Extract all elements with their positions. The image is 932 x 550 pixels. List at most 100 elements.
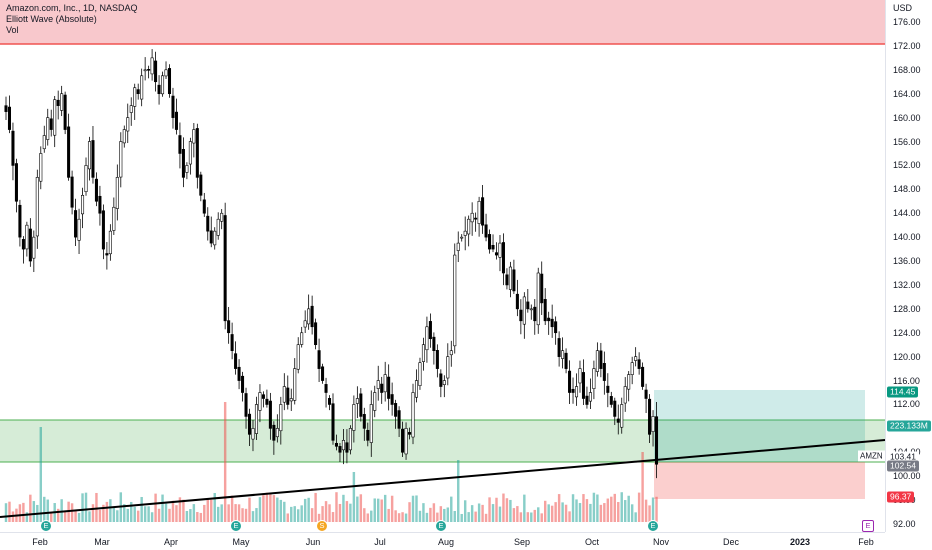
legend-symbol[interactable]: Amazon.com, Inc., 1D, NASDAQ [6,3,138,13]
candle [216,218,220,236]
volume-bar [648,505,651,522]
price-tick: 156.00 [893,136,921,147]
volume-bar [178,497,182,522]
candle [627,374,631,390]
volume-bar [589,503,592,522]
volume-bar [610,496,613,522]
candle [526,301,530,310]
candle [568,370,572,393]
candle [251,428,255,440]
future-earnings-event-icon[interactable]: E [862,520,874,532]
candle [63,94,67,130]
legend-indicator[interactable]: Elliott Wave (Absolute) [6,14,97,24]
candle [414,380,419,398]
candle [105,253,109,256]
price-tick: 172.00 [893,40,921,51]
volume-bar [596,494,599,522]
candle [637,359,641,369]
volume-bar [349,503,352,522]
volume-bar [310,508,314,522]
volume-bar [477,503,481,522]
volume-bar [509,499,512,522]
target-price-label: 114.45 [887,386,919,398]
candle [470,212,474,223]
time-axis[interactable]: Feb Mar Apr May Jun Jul Aug Sep Oct Nov Dec 2023 Feb [0,532,885,550]
legend-volume[interactable]: Vol [6,25,19,35]
last-price-label-2: 102.54 [887,460,919,472]
volume-bar [491,504,495,522]
volume-bar [244,508,248,522]
candle [474,217,478,220]
volume-bar [585,499,589,522]
volume-bar [307,497,310,522]
earnings-event-icon[interactable]: E [435,520,447,532]
volume-bar [248,497,251,522]
volume-bar [637,492,641,522]
price-tick: 124.00 [893,327,921,338]
volume-bar [411,495,415,522]
candle [574,386,579,398]
volume-bar [84,492,88,522]
volume-bar [627,495,630,522]
price-axis[interactable]: USD 176.00 172.00 168.00 164.00 160.00 156.00… [885,0,932,532]
volume-bar [237,504,241,522]
volume-bar [345,501,349,522]
candle [147,69,151,71]
candle [67,126,71,178]
volume-bar [88,511,91,522]
candle [387,376,391,399]
candle [599,350,603,369]
volume-bar [429,507,432,522]
volume-bar [324,501,328,522]
volume-bar [164,503,168,522]
time-tick: May [232,537,250,547]
volume-bar [123,504,126,522]
volume-bar [383,494,387,522]
candle [557,338,561,357]
candle [505,274,509,286]
volume-bar [136,510,140,522]
volume-bar [203,504,206,522]
volume-bar [651,497,655,522]
earnings-event-icon[interactable]: E [40,520,52,532]
candle [81,195,85,215]
price-chart[interactable] [0,0,886,532]
candle [519,309,523,322]
split-event-icon[interactable]: S [316,520,328,532]
candle [501,242,505,274]
price-tick: 92.00 [893,519,916,529]
candle [442,380,446,385]
candle [42,135,46,150]
time-tick: Oct [584,537,600,547]
time-tick: 2023 [789,537,811,547]
volume-bar [303,498,307,522]
volume-bar [592,492,596,522]
volume-bar [599,504,603,522]
volume-bar [8,501,11,522]
price-tick: 112.00 [893,399,920,410]
time-tick: Jun [305,537,321,547]
candle [18,204,22,238]
volume-bar [373,498,376,522]
candle [161,75,165,95]
volume-bar [436,512,439,522]
candle [460,236,464,239]
candle [185,165,189,173]
volume-bar [293,506,296,522]
volume-bar [488,497,491,522]
candle [300,332,304,345]
candle [53,99,57,136]
candle [404,428,408,455]
volume-bar [168,508,171,522]
volume-bar [331,512,335,522]
candle [119,141,123,178]
volume-bar [655,496,658,522]
earnings-event-icon[interactable]: E [647,520,659,532]
currency-label: USD [893,3,913,13]
stop-price-label: 96.37 [887,491,915,503]
earnings-event-icon[interactable]: E [230,520,242,532]
chart-area[interactable]: Amazon.com, Inc., 1D, NASDAQ Elliott Wav… [0,0,886,532]
price-tick: 148.00 [893,184,921,195]
candle [498,242,502,258]
candle [341,440,345,451]
